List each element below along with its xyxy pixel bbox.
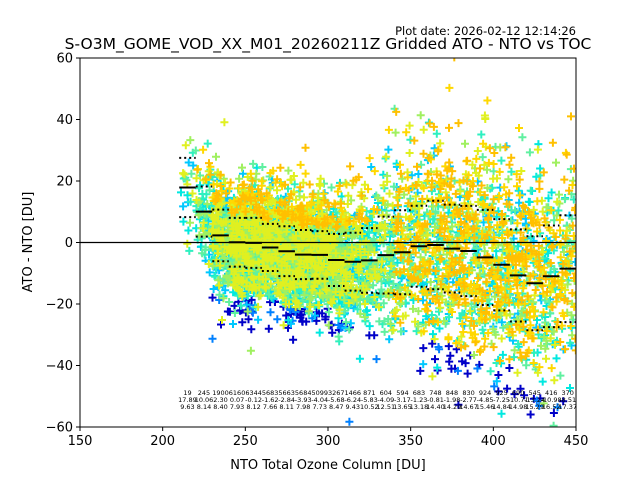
bin-stat-mean: -4.04	[311, 396, 328, 404]
bin-stat-mean: -2.84	[278, 396, 295, 404]
bin-stat-mean: -0.81	[427, 396, 444, 404]
bin-stat-std: 15.46	[476, 403, 495, 411]
x-tick-label: 150	[68, 434, 93, 449]
bin-stat-mean: -3.93	[295, 396, 312, 404]
y-axis-label: ATO - NTO [DU]	[21, 192, 36, 293]
bin-stat-count: 5663	[278, 389, 295, 397]
bin-stat-mean: -5.83	[361, 396, 378, 404]
bin-stat-count: 848	[446, 389, 458, 397]
bin-stat-std: 14.98	[509, 403, 528, 411]
bin-stat-mean: -4.09	[377, 396, 394, 404]
bin-stat-std: 8.14	[197, 403, 211, 411]
bin-stat-std: 17.37	[558, 403, 577, 411]
bin-stat-mean: -2.77	[460, 396, 477, 404]
bin-stat-std: 12.51	[377, 403, 396, 411]
bin-stat-mean: 10.06	[195, 396, 214, 404]
bin-stat-std: 8.40	[213, 403, 227, 411]
bin-stat-std: 15.29	[525, 403, 544, 411]
bin-stat-mean: -1.98	[444, 396, 461, 404]
bin-stat-mean: -0.12	[245, 396, 262, 404]
bin-stat-count: 690	[512, 389, 524, 397]
bin-stat-mean: -5.68	[328, 396, 345, 404]
bin-stat-std: 7.98	[296, 403, 310, 411]
bin-stat-std: 14.40	[426, 403, 445, 411]
bin-stat-count: 245	[198, 389, 210, 397]
x-axis-ticks: 150 200 250 300 350 400 450	[68, 427, 589, 449]
bin-stat-count: 5099	[311, 389, 328, 397]
bin-stat-count: 1900	[212, 389, 229, 397]
bin-stat-count: 830	[462, 389, 474, 397]
x-tick-label: 200	[150, 434, 175, 449]
bin-stat-count: 5683	[262, 389, 279, 397]
bin-stat-count: 6160	[229, 389, 246, 397]
bin-stat-count: 748	[429, 389, 441, 397]
bin-statistics-lines	[179, 156, 576, 332]
bin-stat-mean: -10.71	[508, 396, 529, 404]
bin-stat-mean: -8.51	[559, 396, 576, 404]
plot-date: Plot date: 2026-02-12 12:14:26	[395, 24, 576, 38]
bin-stat-std: 9.43	[346, 403, 360, 411]
bin-stat-count: 5684	[295, 389, 312, 397]
bin-stat-mean: -10.98	[541, 396, 562, 404]
bin-stat-mean: 2.30	[213, 396, 227, 404]
y-tick-label: −20	[46, 298, 73, 313]
bin-stat-std: 13.18	[410, 403, 429, 411]
bin-stat-count: 594	[396, 389, 408, 397]
bin-stat-std: 8.47	[329, 403, 343, 411]
x-tick-label: 450	[564, 434, 589, 449]
bin-stat-mean: -1.62	[262, 396, 279, 404]
bin-stat-mean: 17.89	[178, 396, 197, 404]
y-tick-label: −60	[46, 421, 73, 436]
bin-stat-count: 3267	[328, 389, 345, 397]
bin-stat-count: 924	[479, 389, 491, 397]
bin-stat-std: 7.66	[263, 403, 277, 411]
scatter-marker-group	[193, 58, 576, 365]
y-axis-ticks: −60 −40 −20 0 20 40 60	[46, 52, 80, 436]
bin-stat-mean: -13.24	[524, 396, 545, 404]
bin-stat-mean: -6.24	[344, 396, 361, 404]
bin-stat-std: 14.67	[459, 403, 478, 411]
x-tick-label: 250	[233, 434, 258, 449]
bin-stat-count: 925	[495, 389, 507, 397]
x-tick-label: 350	[398, 434, 423, 449]
bin-stat-std: 8.12	[246, 403, 260, 411]
bin-stat-std: 14.29	[443, 403, 462, 411]
y-tick-label: 0	[65, 236, 73, 251]
x-axis-label: NTO Total Ozone Column [DU]	[230, 458, 426, 473]
x-tick-label: 300	[316, 434, 341, 449]
bin-stat-count: 545	[528, 389, 540, 397]
bin-stat-count: 6344	[245, 389, 262, 397]
bin-stat-count: 604	[380, 389, 392, 397]
y-tick-label: 40	[56, 113, 73, 128]
bin-stat-std: 8.11	[279, 403, 293, 411]
bin-stat-count: 871	[363, 389, 375, 397]
chart-title: S-O3M_GOME_VOD_XX_M01_20260211Z Gridded …	[65, 35, 592, 54]
bin-stat-std: 13.65	[393, 403, 412, 411]
bin-stat-std: 14.84	[492, 403, 511, 411]
bin-stat-mean: -3.17	[394, 396, 411, 404]
bin-stat-std: 7.73	[312, 403, 326, 411]
bin-stat-count: 370	[562, 389, 574, 397]
bin-stat-std: 7.93	[230, 403, 244, 411]
bin-stat-std: 16.52	[542, 403, 561, 411]
bin-stat-mean: -7.25	[493, 396, 510, 404]
bin-stat-mean: -1.23	[411, 396, 428, 404]
bin-stat-count: 1466	[345, 389, 362, 397]
bin-stat-mean: -4.85	[477, 396, 494, 404]
y-tick-label: 60	[56, 52, 73, 67]
bin-stat-count: 683	[413, 389, 425, 397]
bin-stat-count: 19	[183, 389, 191, 397]
bin-stat-mean: 0.07	[230, 396, 244, 404]
y-tick-label: −40	[46, 359, 73, 374]
bin-stat-count: 416	[545, 389, 557, 397]
bin-stat-std: 10.52	[360, 403, 379, 411]
bin-stat-std: 9.63	[180, 403, 194, 411]
y-tick-label: 20	[56, 175, 73, 190]
x-tick-label: 400	[481, 434, 506, 449]
